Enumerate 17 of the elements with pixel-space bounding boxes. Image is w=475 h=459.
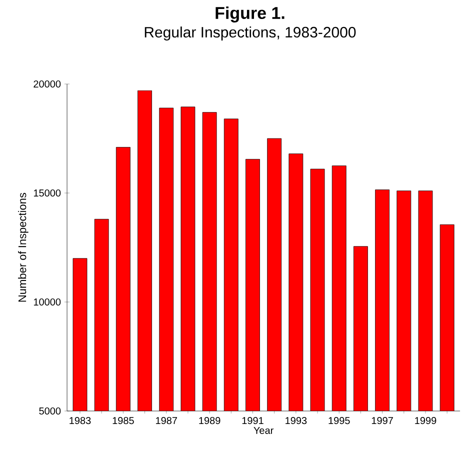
x-tick-label: 1999: [415, 417, 436, 424]
y-tick-label: 5000: [39, 407, 61, 415]
chart-title: Figure 1.: [216, 6, 284, 22]
y-tick-label: 15000: [34, 189, 61, 197]
x-tick-label: 1985: [112, 417, 134, 424]
chart-subtitle: Regular Inspections, 1983-2000: [144, 26, 356, 41]
x-tick-label: 1989: [199, 417, 220, 424]
x-tick-label: 1987: [156, 417, 177, 424]
x-tick-label: 1997: [372, 417, 393, 424]
x-axis-title: Year: [254, 426, 274, 434]
y-tick-label: 10000: [34, 298, 61, 306]
y-axis-title: Number of Inspections: [18, 192, 28, 302]
y-tick-label: 20000: [34, 80, 61, 88]
x-tick-label: 1983: [70, 417, 91, 424]
x-tick-label: 1995: [328, 417, 350, 424]
x-tick-label: 1991: [242, 417, 264, 424]
x-tick-label: 1993: [286, 417, 307, 424]
